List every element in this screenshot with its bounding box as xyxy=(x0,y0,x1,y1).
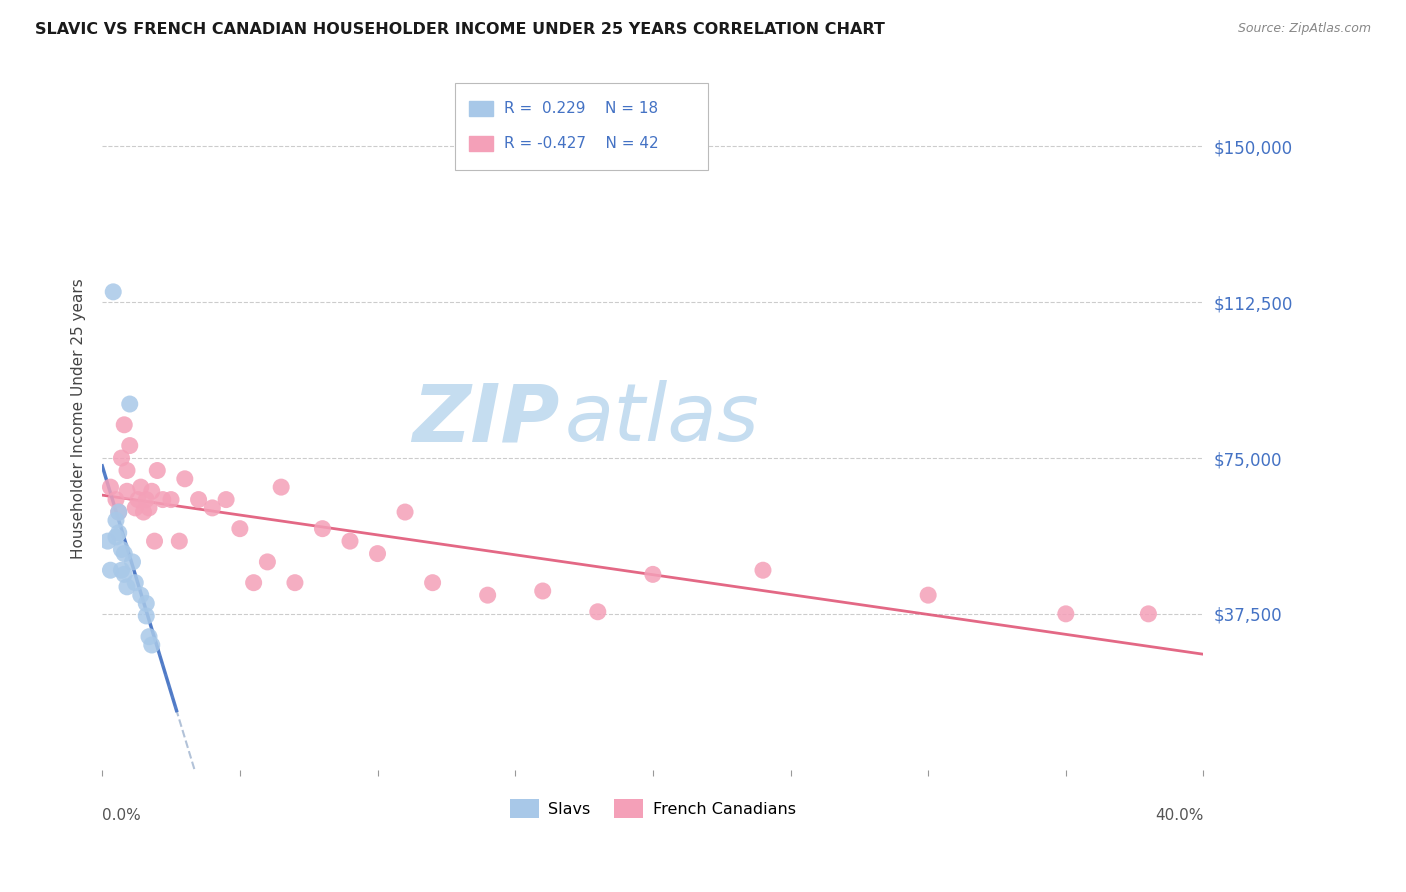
Text: ZIP: ZIP xyxy=(412,380,560,458)
Point xyxy=(242,575,264,590)
Point xyxy=(124,500,146,515)
Point xyxy=(215,492,238,507)
Point xyxy=(129,480,152,494)
Point xyxy=(339,534,361,549)
Point xyxy=(110,563,132,577)
Bar xyxy=(470,101,494,116)
Point xyxy=(112,547,135,561)
Point xyxy=(103,285,125,299)
Text: 40.0%: 40.0% xyxy=(1156,808,1204,823)
Y-axis label: Householder Income Under 25 years: Householder Income Under 25 years xyxy=(72,278,86,559)
Point xyxy=(100,563,122,577)
Point xyxy=(115,580,138,594)
Point xyxy=(152,492,174,507)
Text: Source: ZipAtlas.com: Source: ZipAtlas.com xyxy=(1237,22,1371,36)
Point xyxy=(229,522,252,536)
Text: R =  0.229    N = 18: R = 0.229 N = 18 xyxy=(505,101,658,116)
Point xyxy=(132,505,155,519)
Point xyxy=(477,588,499,602)
Text: atlas: atlas xyxy=(565,380,759,458)
Point xyxy=(143,534,166,549)
Point xyxy=(129,588,152,602)
Point xyxy=(115,463,138,477)
Point xyxy=(917,588,939,602)
Text: SLAVIC VS FRENCH CANADIAN HOUSEHOLDER INCOME UNDER 25 YEARS CORRELATION CHART: SLAVIC VS FRENCH CANADIAN HOUSEHOLDER IN… xyxy=(35,22,884,37)
Point xyxy=(104,492,127,507)
Point xyxy=(422,575,444,590)
Point xyxy=(641,567,664,582)
Point xyxy=(284,575,307,590)
Point xyxy=(118,439,141,453)
Bar xyxy=(470,136,494,152)
Point xyxy=(104,530,127,544)
Point xyxy=(124,575,146,590)
Point xyxy=(110,542,132,557)
Point xyxy=(394,505,416,519)
Text: R = -0.427    N = 42: R = -0.427 N = 42 xyxy=(505,136,659,151)
Point xyxy=(1137,607,1160,621)
Point xyxy=(138,630,160,644)
Point xyxy=(107,505,129,519)
Point xyxy=(752,563,775,577)
Point xyxy=(141,638,163,652)
Point xyxy=(135,597,157,611)
Point xyxy=(146,463,169,477)
Point xyxy=(135,608,157,623)
Point xyxy=(173,472,195,486)
Point xyxy=(115,484,138,499)
Point xyxy=(104,513,127,527)
Point xyxy=(100,480,122,494)
Point xyxy=(270,480,292,494)
Point xyxy=(118,397,141,411)
Point xyxy=(121,555,143,569)
Point xyxy=(112,417,135,432)
Point xyxy=(135,492,157,507)
Point xyxy=(97,534,120,549)
FancyBboxPatch shape xyxy=(454,83,707,170)
Point xyxy=(107,505,129,519)
Point xyxy=(127,492,149,507)
Legend: Slavs, French Canadians: Slavs, French Canadians xyxy=(503,792,803,825)
Point xyxy=(138,500,160,515)
Point xyxy=(169,534,191,549)
Point xyxy=(187,492,209,507)
Point xyxy=(141,484,163,499)
Point xyxy=(107,525,129,540)
Point xyxy=(367,547,389,561)
Point xyxy=(112,567,135,582)
Point xyxy=(201,500,224,515)
Point xyxy=(256,555,278,569)
Point xyxy=(1054,607,1077,621)
Point xyxy=(160,492,183,507)
Point xyxy=(110,450,132,465)
Point xyxy=(586,605,609,619)
Point xyxy=(531,584,554,599)
Point xyxy=(311,522,333,536)
Text: 0.0%: 0.0% xyxy=(103,808,141,823)
